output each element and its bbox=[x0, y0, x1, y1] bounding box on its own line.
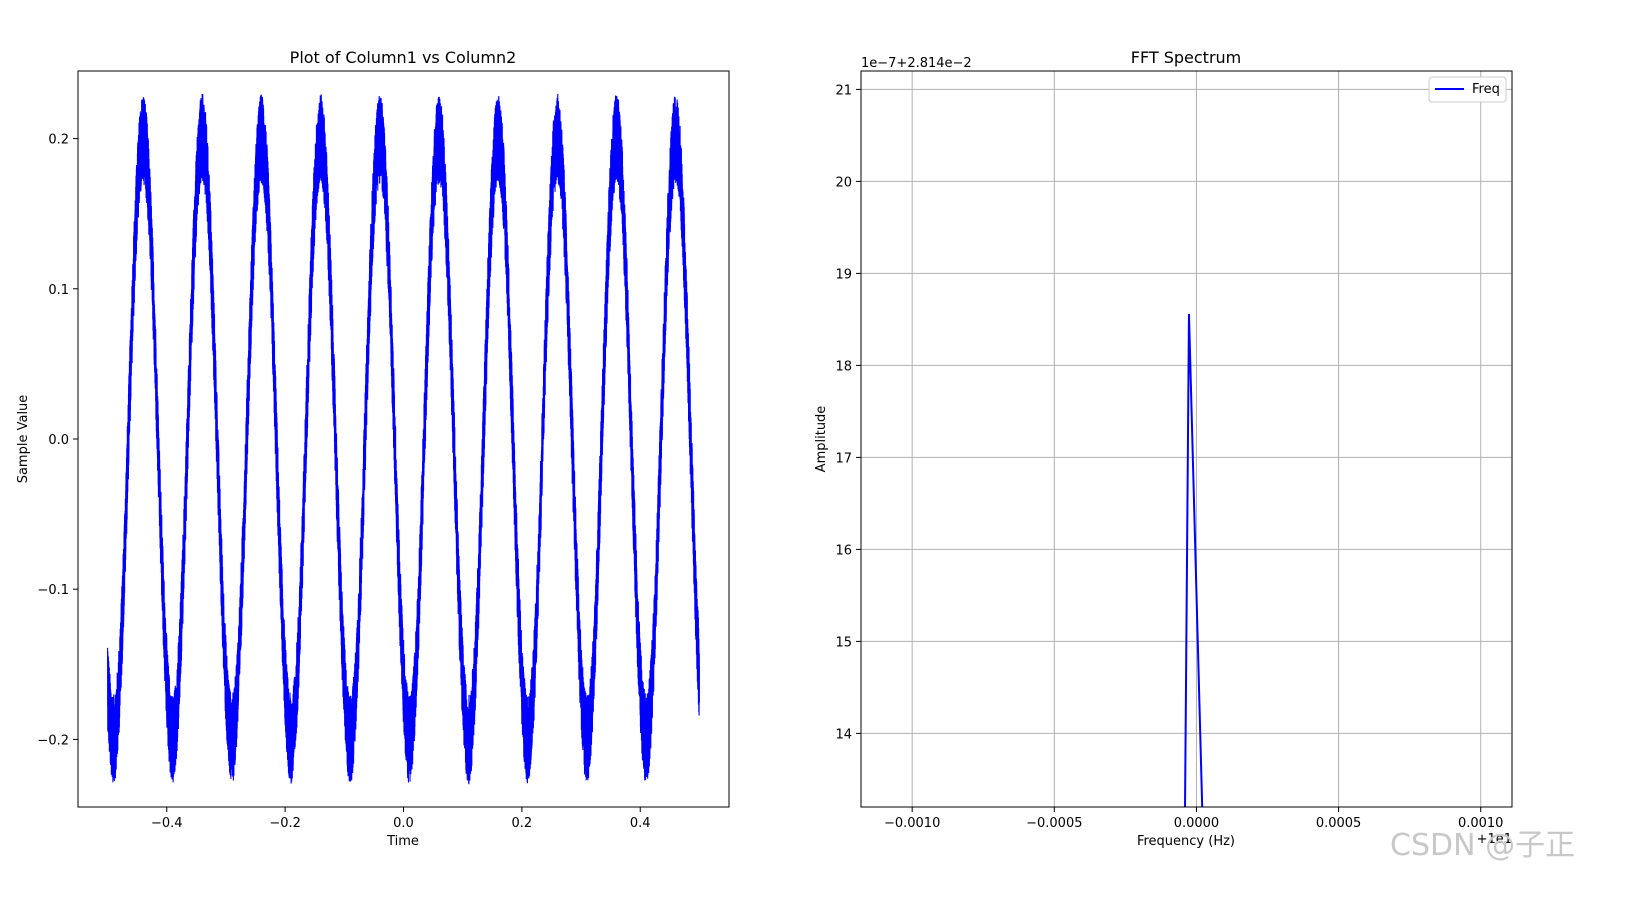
y-tick-label: 20 bbox=[835, 175, 852, 190]
chart-title-right: FFT Spectrum bbox=[1131, 48, 1242, 67]
x-tick-label: 0.0010 bbox=[1458, 816, 1504, 831]
x-tick-label: 0.2 bbox=[512, 816, 533, 831]
y-tick-label: 0.1 bbox=[48, 283, 69, 298]
y-axis-label-left: Sample Value bbox=[16, 395, 31, 484]
y-ticks-right: 14 15 16 17 18 19 20 21 bbox=[835, 83, 861, 742]
x-tick-label: −0.4 bbox=[151, 816, 183, 831]
x-ticks-left: −0.4 −0.2 0.0 0.2 0.4 bbox=[151, 807, 651, 831]
x-tick-label: 0.4 bbox=[630, 816, 651, 831]
y-tick-label: 0.0 bbox=[48, 433, 69, 448]
x-tick-label: 0.0005 bbox=[1316, 816, 1362, 831]
x-ticks-right: −0.0010 −0.0005 0.0000 0.0005 0.0010 bbox=[884, 807, 1504, 831]
grid-right bbox=[861, 71, 1512, 807]
fft-line bbox=[1184, 313, 1204, 807]
x-tick-label: −0.0005 bbox=[1026, 816, 1082, 831]
y-tick-label: 0.2 bbox=[48, 133, 69, 148]
watermark: CSDN @子正 bbox=[1390, 828, 1575, 863]
time-series-chart: Plot of Column1 vs Column2 −0.4 −0.2 0.0 0.… bbox=[16, 48, 730, 849]
x-tick-label: −0.2 bbox=[269, 816, 301, 831]
fft-spectrum-chart: FFT Spectrum −0.0010 −0.0005 0.0000 0.0005 0… bbox=[814, 48, 1513, 849]
chart-title-left: Plot of Column1 vs Column2 bbox=[290, 48, 517, 67]
y-tick-label: 14 bbox=[835, 727, 852, 742]
y-tick-label: 21 bbox=[835, 83, 852, 98]
y-ticks-left: −0.2 −0.1 0.0 0.1 0.2 bbox=[37, 133, 78, 748]
x-tick-label: 0.0 bbox=[393, 816, 414, 831]
x-tick-label: 0.0000 bbox=[1174, 816, 1220, 831]
x-offset-label: +1e1 bbox=[1477, 832, 1512, 847]
y-axis-label-right: Amplitude bbox=[814, 406, 829, 473]
legend-box bbox=[1428, 76, 1507, 103]
plot-frame-right bbox=[860, 70, 1513, 808]
y-offset-label: 1e−7+2.814e−2 bbox=[861, 56, 972, 71]
y-tick-label: −0.1 bbox=[37, 583, 69, 598]
y-tick-label: −0.2 bbox=[37, 733, 69, 748]
x-axis-label-right: Frequency (Hz) bbox=[1137, 834, 1235, 849]
y-tick-label: 18 bbox=[835, 359, 852, 374]
y-tick-label: 15 bbox=[835, 635, 852, 650]
legend-label: Freq bbox=[1472, 82, 1500, 97]
y-tick-label: 17 bbox=[835, 451, 852, 466]
x-tick-label: −0.0010 bbox=[884, 816, 940, 831]
y-tick-label: 19 bbox=[835, 267, 852, 282]
x-axis-label-left: Time bbox=[386, 834, 419, 849]
legend: Freq bbox=[1428, 76, 1507, 103]
signal-line bbox=[107, 93, 700, 785]
y-tick-label: 16 bbox=[835, 543, 852, 558]
